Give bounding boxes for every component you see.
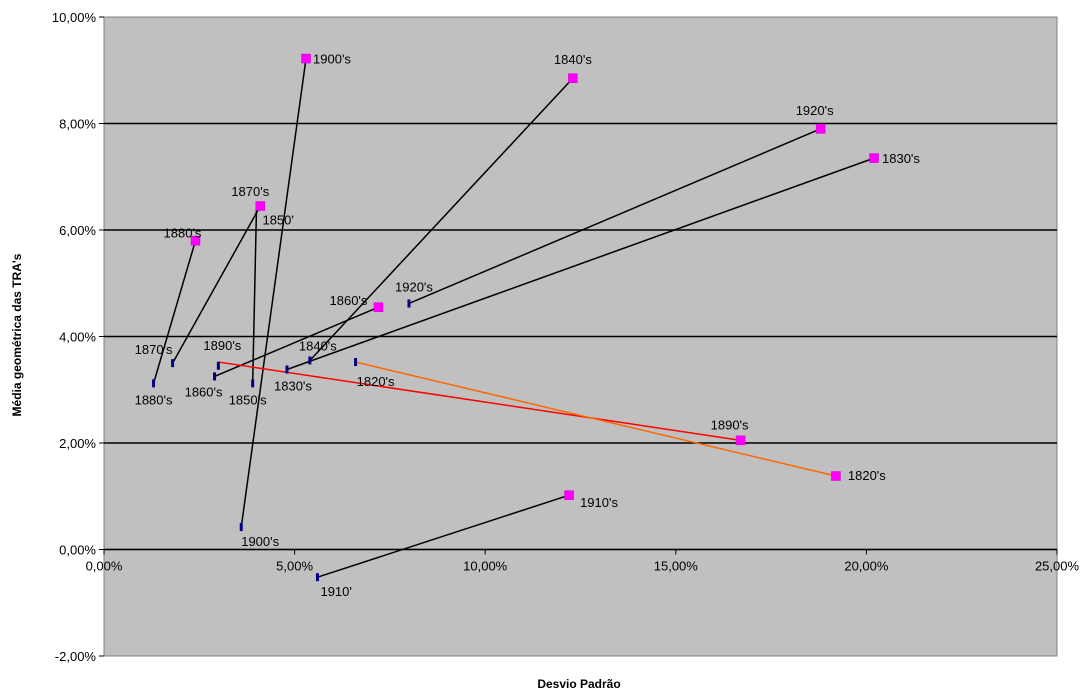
data-point-label: 1820's: [357, 374, 395, 389]
connector-line: [240, 58, 307, 528]
navy-dash-marker: [308, 356, 312, 365]
data-point-label: 1880's: [164, 226, 202, 241]
x-tick-label: 25,00%: [1035, 559, 1080, 574]
data-point-label: 1850': [262, 213, 293, 228]
navy-dash-marker: [213, 372, 217, 381]
y-tick-label: 0,00%: [59, 543, 96, 558]
pink-square-marker: [568, 73, 578, 83]
pink-square-marker: [831, 471, 841, 481]
pink-square-marker: [869, 153, 879, 163]
x-tick-label: 10,00%: [463, 559, 508, 574]
navy-dash-marker: [216, 361, 220, 370]
connector-line: [218, 361, 741, 442]
data-point-label: 1890's: [711, 417, 749, 432]
data-point-label: 1840's: [299, 338, 337, 353]
navy-dash-marker: [407, 299, 411, 308]
data-point-label: 1850's: [229, 392, 267, 407]
pink-square-marker: [301, 53, 311, 64]
x-tick-label: 0,00%: [86, 559, 123, 574]
x-tick-label: 15,00%: [654, 559, 699, 574]
connector-line: [251, 208, 258, 384]
y-tick-label: 2,00%: [59, 436, 96, 451]
connector-line: [286, 157, 875, 371]
pink-square-marker: [564, 490, 574, 500]
data-point-label: 1860's: [330, 293, 368, 308]
data-point-label: 1830's: [882, 151, 920, 166]
data-point-label: 1880's: [135, 392, 173, 407]
y-axis-title: Média geométrica das TRA's: [10, 253, 24, 416]
navy-dash-marker: [239, 523, 243, 532]
x-tick-label: 20,00%: [844, 559, 889, 574]
pink-square-marker: [255, 201, 266, 211]
pink-square-marker: [190, 235, 201, 246]
data-point-label: 1870's: [135, 342, 173, 357]
connector-line: [152, 240, 197, 384]
pink-square-marker: [815, 124, 826, 134]
y-tick-label: 8,00%: [59, 117, 96, 132]
data-point-label: 1840's: [554, 52, 592, 67]
pink-square-marker: [373, 302, 384, 312]
data-point-label: 1820's: [848, 468, 886, 483]
axis-ticks: -2,00% 0,00% 2,00% 4,00% 6,00% 8,00% 10,00% 0,0…: [52, 10, 1080, 664]
connector-line: [355, 361, 837, 477]
data-point-label: 1910': [320, 584, 351, 599]
navy-dash-marker: [171, 359, 175, 368]
navy-dash-marker: [315, 573, 319, 582]
data-point-label: 1910's: [580, 495, 618, 510]
data-point-label: 1870's: [231, 184, 269, 199]
navy-dash-marker: [251, 379, 255, 388]
x-tick-label: 5,00%: [276, 559, 313, 574]
navy-dash-marker: [285, 365, 289, 374]
data-point-label: 1890's: [203, 338, 241, 353]
data-point-label: 1900's: [241, 534, 279, 549]
connector-line: [309, 77, 574, 361]
pink-square-marker: [735, 435, 746, 446]
connector-line: [171, 205, 261, 364]
point-labels: 1900's 1840's 1920's 1830's 1870's 1880's 1860…: [135, 52, 921, 600]
connector-lines: [152, 58, 875, 578]
navy-dash-marker: [152, 379, 156, 388]
data-point-label: 1900's: [313, 52, 351, 67]
navy-dash-marker: [354, 358, 358, 367]
connector-line: [317, 494, 570, 578]
data-markers: [152, 53, 879, 582]
data-point-label: 1860's: [185, 384, 223, 399]
connector-line: [408, 128, 821, 305]
data-point-label: 1830's: [274, 379, 312, 394]
x-axis-title: Desvio Padrão: [537, 677, 620, 691]
data-point-label: 1920's: [796, 103, 834, 118]
y-tick-label: 10,00%: [52, 10, 97, 25]
y-tick-label: 6,00%: [59, 223, 96, 238]
y-tick-label: 4,00%: [59, 330, 96, 345]
y-tick-label: -2,00%: [55, 649, 97, 664]
data-point-label: 1920's: [395, 279, 433, 294]
